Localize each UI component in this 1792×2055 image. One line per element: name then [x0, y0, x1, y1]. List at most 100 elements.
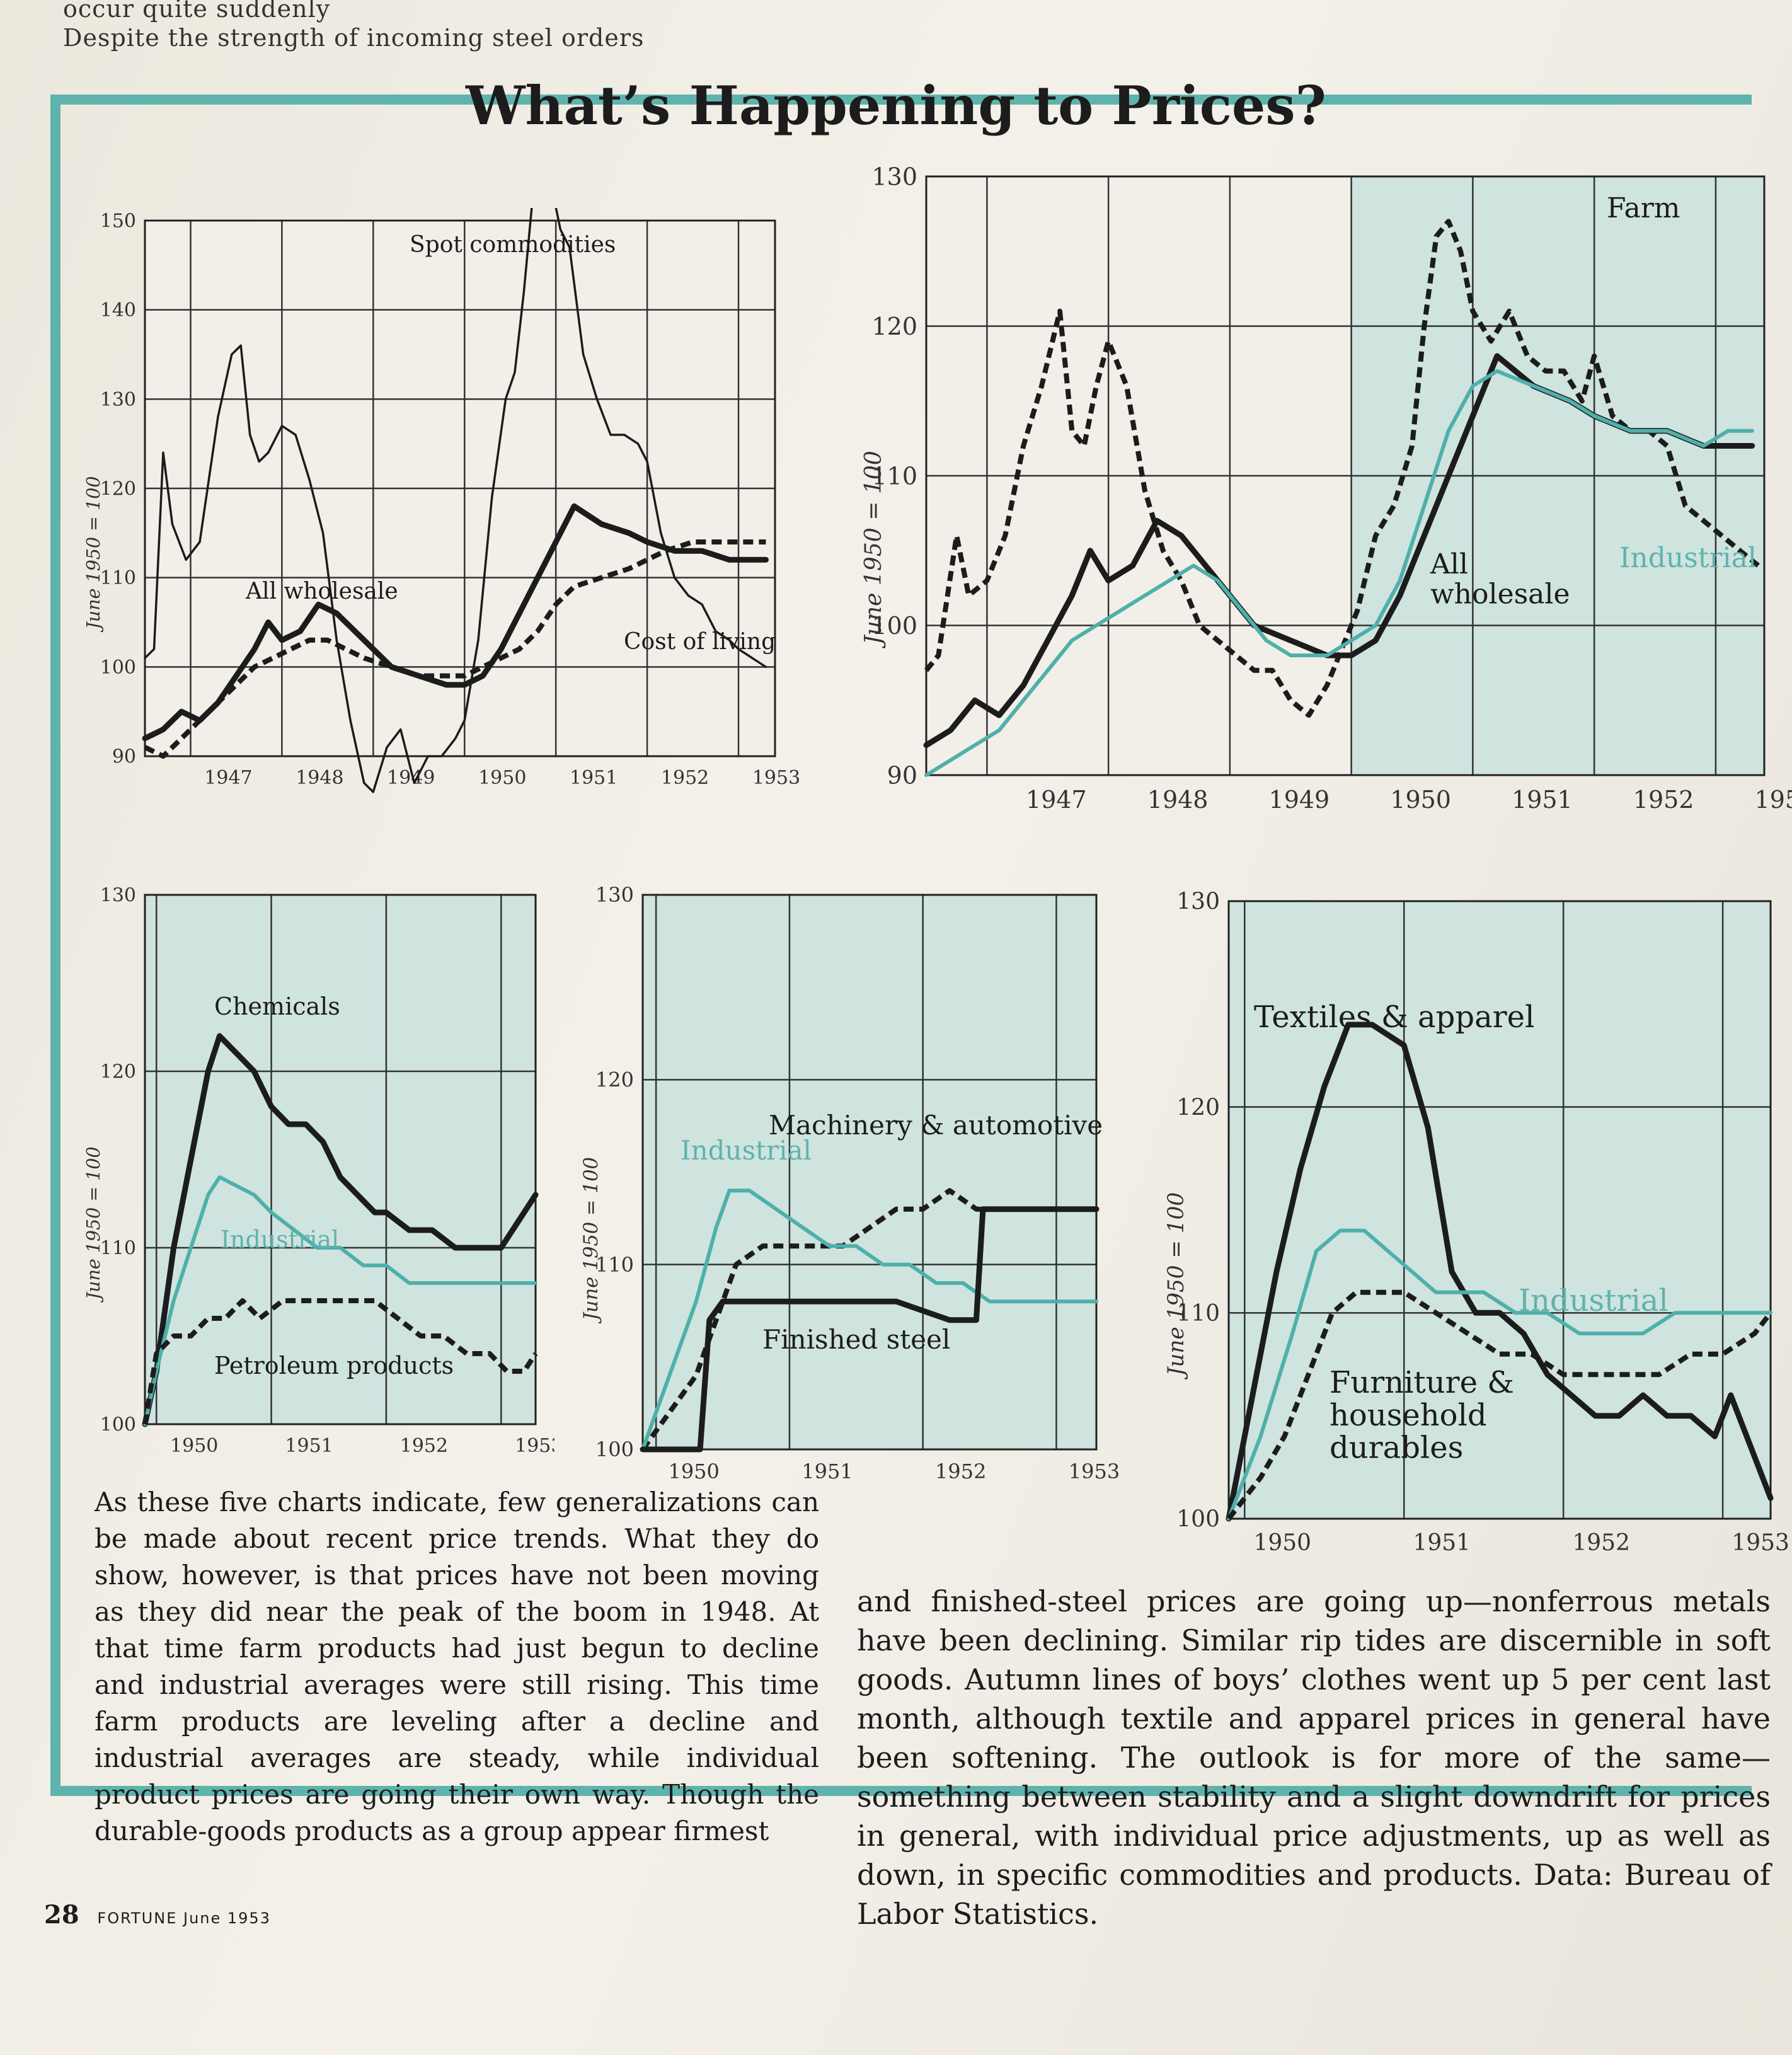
x-tick-label: 1948 — [1147, 786, 1209, 814]
y-tick-label: 120 — [1176, 1095, 1220, 1120]
caption-left: As these five charts indicate, few gener… — [95, 1487, 819, 1846]
series-label-text: Machinery & automotive — [769, 1110, 1103, 1141]
x-tick-label: 1947 — [204, 767, 252, 789]
y-tick-label: 130 — [871, 164, 917, 190]
series-label-all-wholesale: All wholesale — [245, 579, 398, 604]
series-label-finished-steel: Finished steel — [762, 1324, 950, 1355]
y-tick-label: 130 — [100, 389, 136, 411]
series-label-text: All wholesale — [245, 579, 398, 604]
x-tick-label: 1950 — [668, 1459, 719, 1483]
series-line-spot-commodities — [144, 208, 767, 793]
y-axis-label: June 1950 = 100 — [580, 1157, 602, 1324]
x-tick-label: 1950 — [170, 1435, 218, 1457]
series-line-finished-steel — [640, 1206, 1100, 1453]
y-tick-label: 110 — [1176, 1301, 1220, 1327]
series-line-cost-of-living — [144, 539, 766, 759]
series-label-text: Spot commodities — [410, 232, 616, 258]
y-axis-label: June 1950 = 100 — [83, 1146, 104, 1303]
series-line-industrial — [924, 369, 1754, 777]
y-tick-label: 110 — [100, 1238, 136, 1260]
plot-border — [144, 894, 537, 1425]
x-tick-label: 1951 — [570, 767, 617, 789]
series-line-industrial — [1227, 1228, 1772, 1521]
series-label-text: Cost of living — [624, 629, 776, 655]
x-tick-label: 1952 — [1633, 786, 1694, 814]
series-label-machinery-and-automotive: Machinery & automotive — [769, 1110, 1103, 1141]
series-line-industrial — [143, 1175, 537, 1426]
magazine-name: FORTUNE June 1953 — [97, 1909, 271, 1927]
series-label-cost-of-living: Cost of living — [624, 629, 776, 655]
y-tick-label: 100 — [100, 657, 136, 679]
x-tick-label: 1948 — [296, 767, 343, 789]
y-tick-label: 130 — [100, 885, 136, 907]
plot-border — [641, 894, 1098, 1451]
chart-textiles-furniture: 100 110 120 130 1950 1951 1952 1953 June 1950 = … — [1164, 889, 1789, 1556]
y-tick-label: 120 — [100, 1061, 136, 1083]
x-tick-label: 1952 — [1572, 1530, 1630, 1556]
y-tick-label: 90 — [887, 761, 917, 789]
series-label-text: Industrial — [221, 1226, 339, 1253]
y-tick-label: 120 — [100, 478, 136, 500]
series-label-text: Finished steel — [762, 1324, 950, 1355]
series-label-industrial: Industrial — [221, 1226, 339, 1253]
series-label-text: wholesale — [1430, 579, 1570, 611]
y-axis-label: June 1950 = 100 — [1164, 1192, 1189, 1379]
series-label-spot-commodities: Spot commodities — [410, 232, 616, 258]
series-label-textiles-and-apparel: Textiles & apparel — [1254, 999, 1534, 1035]
y-axis-label: June 1950 = 100 — [860, 451, 887, 649]
y-tick-label: 100 — [595, 1437, 634, 1461]
series-label-text: Industrial — [1619, 542, 1757, 574]
x-tick-label: 1953 — [1069, 1459, 1120, 1483]
series-label-text: Industrial — [1519, 1283, 1669, 1318]
x-tick-label: 1953 — [752, 767, 800, 789]
y-tick-label: 110 — [871, 462, 917, 490]
y-tick-label: 90 — [112, 746, 136, 768]
plot-background — [145, 895, 536, 1424]
page-number: 28 — [44, 1900, 79, 1930]
x-tick-label: 1949 — [1269, 786, 1330, 814]
x-tick-label: 1951 — [285, 1435, 333, 1457]
y-tick-label: 100 — [1176, 1507, 1220, 1533]
series-label-text: Furniture & — [1330, 1365, 1514, 1400]
series-label-industrial: Industrial — [1519, 1283, 1669, 1318]
series-line-all-wholesale — [142, 503, 769, 742]
series-label-industrial: Industrial — [681, 1135, 812, 1166]
series-label-text: Farm — [1607, 192, 1680, 224]
plot-background — [1229, 901, 1771, 1519]
x-tick-label: 1951 — [801, 1459, 853, 1483]
y-tick-label: 150 — [100, 210, 136, 233]
series-label-text: Industrial — [681, 1135, 812, 1166]
page-title: What’s Happening to Prices? — [466, 74, 1326, 137]
x-tick-label: 1950 — [1253, 1530, 1311, 1556]
series-label-text: Textiles & apparel — [1254, 999, 1534, 1035]
series-line-textiles-and-apparel — [1226, 1022, 1774, 1522]
y-tick-label: 110 — [100, 567, 136, 589]
series-line-petroleum-products — [142, 1298, 538, 1425]
y-tick-label: 120 — [871, 313, 917, 340]
y-axis-label: June 1950 = 100 — [83, 476, 104, 633]
series-line-chemicals — [142, 1033, 539, 1427]
y-tick-label: 100 — [871, 612, 917, 640]
series-label-text: household — [1330, 1398, 1487, 1433]
plot-border — [144, 219, 776, 757]
x-tick-label: 1947 — [1026, 786, 1087, 814]
y-tick-label: 130 — [1176, 889, 1220, 915]
series-label-text: Chemicals — [214, 993, 340, 1020]
y-tick-label: 140 — [100, 299, 136, 321]
x-tick-label: 1953 — [1755, 786, 1792, 814]
x-tick-label: 1950 — [1390, 786, 1451, 814]
x-tick-label: 1952 — [935, 1459, 986, 1483]
page-footer: 28 FORTUNE June 1953 — [44, 1900, 271, 1930]
series-label-industrial: Industrial — [1619, 542, 1757, 574]
top-text-line-1: occur quite suddenly — [63, 0, 331, 23]
series-label-farm: Farm — [1607, 192, 1680, 224]
series-line-furniture-and-household-durables — [1226, 1289, 1773, 1521]
chart-machinery-steel: 100 110 120 130 1950 1951 1952 1953 June 1950 = … — [580, 883, 1120, 1483]
x-tick-label: 1952 — [661, 767, 709, 789]
x-tick-label: 1951 — [1413, 1530, 1471, 1556]
plot-background — [643, 895, 1096, 1449]
x-tick-label: 1953 — [515, 1435, 554, 1457]
series-label-text: Petroleum products — [214, 1352, 454, 1379]
y-tick-label: 130 — [595, 883, 634, 907]
